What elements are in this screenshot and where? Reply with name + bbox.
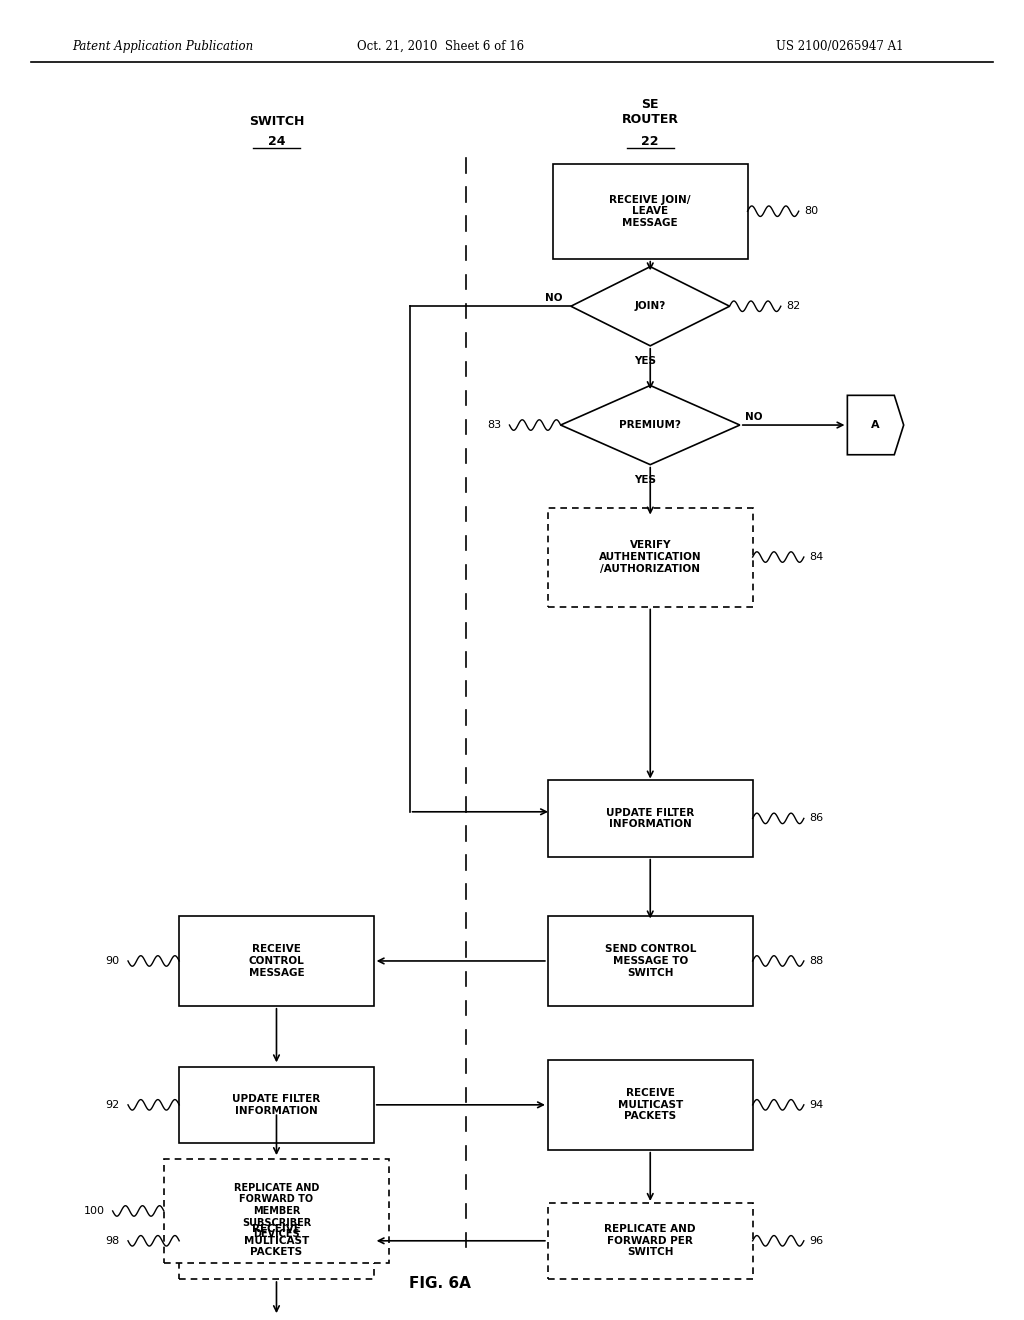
Text: SEND CONTROL
MESSAGE TO
SWITCH: SEND CONTROL MESSAGE TO SWITCH: [604, 944, 696, 978]
Text: JOIN?: JOIN?: [635, 301, 666, 312]
Polygon shape: [561, 385, 739, 465]
Text: 80: 80: [804, 206, 818, 216]
FancyBboxPatch shape: [548, 916, 753, 1006]
Text: Oct. 21, 2010  Sheet 6 of 16: Oct. 21, 2010 Sheet 6 of 16: [356, 40, 524, 53]
Text: 88: 88: [809, 956, 823, 966]
FancyBboxPatch shape: [164, 1159, 389, 1263]
FancyBboxPatch shape: [553, 164, 748, 259]
Text: RECEIVE
MULTICAST
PACKETS: RECEIVE MULTICAST PACKETS: [244, 1224, 309, 1258]
Text: UPDATE FILTER
INFORMATION: UPDATE FILTER INFORMATION: [606, 808, 694, 829]
Text: 96: 96: [809, 1236, 823, 1246]
Text: PREMIUM?: PREMIUM?: [620, 420, 681, 430]
FancyBboxPatch shape: [179, 916, 374, 1006]
Text: 98: 98: [105, 1236, 120, 1246]
Text: 86: 86: [809, 813, 823, 824]
Polygon shape: [848, 396, 903, 454]
Text: 82: 82: [786, 301, 800, 312]
Text: REPLICATE AND
FORWARD TO
MEMBER
SUBSCRIBER
DEVICES: REPLICATE AND FORWARD TO MEMBER SUBSCRIB…: [233, 1183, 319, 1239]
Text: NO: NO: [545, 293, 563, 304]
Text: 94: 94: [809, 1100, 823, 1110]
Text: 100: 100: [83, 1206, 104, 1216]
Text: UPDATE FILTER
INFORMATION: UPDATE FILTER INFORMATION: [232, 1094, 321, 1115]
Text: SWITCH: SWITCH: [249, 115, 304, 128]
Text: 84: 84: [809, 552, 823, 562]
Text: YES: YES: [634, 356, 656, 367]
FancyBboxPatch shape: [179, 1203, 374, 1279]
Text: 92: 92: [105, 1100, 120, 1110]
Text: RECEIVE
CONTROL
MESSAGE: RECEIVE CONTROL MESSAGE: [249, 944, 304, 978]
Polygon shape: [571, 267, 729, 346]
Text: RECEIVE
MULTICAST
PACKETS: RECEIVE MULTICAST PACKETS: [617, 1088, 683, 1122]
FancyBboxPatch shape: [548, 780, 753, 857]
Text: NO: NO: [745, 412, 763, 422]
Text: Patent Application Publication: Patent Application Publication: [72, 40, 253, 53]
Text: REPLICATE AND
FORWARD PER
SWITCH: REPLICATE AND FORWARD PER SWITCH: [604, 1224, 696, 1258]
Text: 22: 22: [641, 135, 659, 148]
Text: US 2100/0265947 A1: US 2100/0265947 A1: [776, 40, 903, 53]
Text: 24: 24: [267, 135, 286, 148]
Text: RECEIVE JOIN/
LEAVE
MESSAGE: RECEIVE JOIN/ LEAVE MESSAGE: [609, 194, 691, 228]
Text: A: A: [871, 420, 880, 430]
Text: 83: 83: [487, 420, 502, 430]
FancyBboxPatch shape: [548, 508, 753, 607]
FancyBboxPatch shape: [548, 1203, 753, 1279]
Text: SE
ROUTER: SE ROUTER: [622, 98, 679, 127]
FancyBboxPatch shape: [179, 1067, 374, 1143]
Text: VERIFY
AUTHENTICATION
/AUTHORIZATION: VERIFY AUTHENTICATION /AUTHORIZATION: [599, 540, 701, 574]
Text: 90: 90: [105, 956, 120, 966]
Text: YES: YES: [634, 475, 656, 486]
Text: FIG. 6A: FIG. 6A: [410, 1275, 471, 1291]
FancyBboxPatch shape: [548, 1060, 753, 1150]
